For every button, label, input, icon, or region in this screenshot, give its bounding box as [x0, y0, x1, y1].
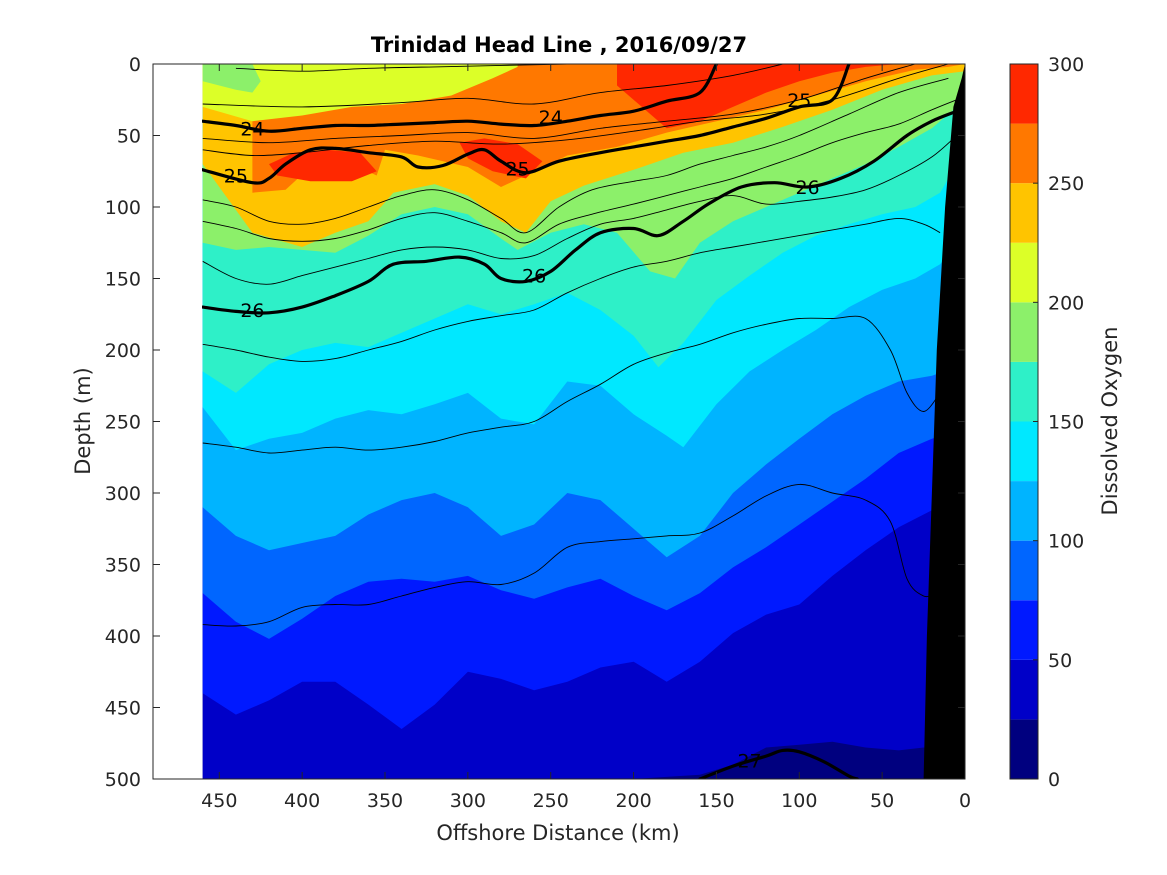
x-axis-label: Offshore Distance (km) [436, 821, 679, 845]
y-axis-ticks: 0 50 100 150 200 250 300 350 400 450 500 [105, 54, 965, 791]
x-tick-label: 200 [615, 790, 651, 812]
y-tick-label: 0 [129, 54, 141, 76]
colorbar-segment [1010, 361, 1038, 422]
colorbar-ticks: 0 50 100 150 200 250 300 [1033, 54, 1084, 791]
colorbar-segment [1010, 242, 1038, 303]
x-axis-ticks: 450 400 350 300 250 200 150 100 50 0 [201, 64, 971, 812]
colorbar-segment [1010, 481, 1038, 541]
colorbar-segment [1010, 540, 1038, 601]
y-tick-label: 100 [105, 197, 141, 219]
isoline-8 [202, 315, 941, 454]
isoline-6 [202, 135, 957, 285]
contour-label-26-1: 26 [522, 266, 546, 288]
x-tick-label: 300 [450, 790, 486, 812]
isoline-4 [202, 77, 949, 234]
x-tick-label: 450 [201, 790, 237, 812]
y-tick-label: 400 [105, 626, 141, 648]
isoline-9 [202, 483, 936, 627]
y-axis-label: Depth (m) [71, 367, 95, 474]
colorbar-segment [1010, 123, 1038, 184]
isoline-7 [202, 217, 941, 362]
y-tick-label: 200 [105, 340, 141, 362]
colorbar-tick-label: 50 [1048, 650, 1072, 672]
density-isolines [202, 64, 957, 627]
colorbar-segment [1010, 302, 1038, 362]
contour-label-24-0: 24 [240, 118, 264, 140]
x-tick-label: 150 [698, 790, 734, 812]
contour-label-25-0: 25 [224, 166, 248, 188]
oxygen-band-175-surface [202, 64, 261, 93]
y-tick-label: 350 [105, 555, 141, 577]
seafloor-shelf [923, 64, 965, 779]
colorbar-tick-label: 100 [1048, 531, 1084, 553]
y-tick-label: 250 [105, 412, 141, 434]
y-tick-label: 450 [105, 698, 141, 720]
oxygen-filled-contours [202, 64, 965, 779]
colorbar-label: Dissolved Oxygen [1098, 327, 1122, 516]
contour-label-26-2: 26 [795, 177, 819, 199]
oxygen-band-275 [617, 64, 899, 129]
colorbar-segment [1010, 600, 1038, 660]
colorbar-tick-label: 200 [1048, 292, 1084, 314]
colorbar [1009, 63, 1039, 780]
seafloor [923, 64, 965, 779]
contour-label-27-0: 27 [737, 750, 761, 772]
x-tick-label: 400 [284, 790, 320, 812]
colorbar-tick-label: 0 [1048, 769, 1060, 791]
contour-label-26-0: 26 [240, 300, 264, 322]
colorbar-segment [1010, 421, 1038, 482]
x-tick-label: 250 [533, 790, 569, 812]
density-contour-25 [202, 64, 851, 185]
isoline-2 [202, 64, 916, 144]
isoline-0 [235, 64, 568, 72]
y-tick-label: 150 [105, 269, 141, 291]
colorbar-segment [1010, 719, 1038, 779]
y-tick-label: 500 [105, 769, 141, 791]
x-tick-label: 350 [367, 790, 403, 812]
chart-title: Trinidad Head Line , 2016/09/27 [371, 33, 747, 57]
y-tick-label: 50 [117, 126, 141, 148]
y-tick-label: 300 [105, 483, 141, 505]
contour-label-25-1: 25 [505, 158, 529, 180]
contour-label-24-1: 24 [539, 107, 563, 129]
x-tick-label: 100 [781, 790, 817, 812]
contour-label-25-2: 25 [787, 90, 811, 112]
isoline-5 [202, 99, 957, 244]
isoline-1 [202, 64, 783, 108]
colorbar-tick-label: 300 [1048, 54, 1084, 76]
density-contour-27 [698, 748, 859, 779]
colorbar-segment [1010, 659, 1038, 720]
colorbar-tick-label: 150 [1048, 412, 1084, 434]
labeled-density-contours: 24 24 25 25 25 26 26 26 27 [202, 64, 959, 779]
x-tick-label: 50 [870, 790, 894, 812]
density-contour-24 [202, 64, 718, 133]
density-contour-26 [202, 109, 959, 315]
x-tick-label: 0 [959, 790, 971, 812]
colorbar-tick-label: 250 [1048, 173, 1084, 195]
colorbar-segment [1010, 64, 1038, 124]
colorbar-segment [1010, 183, 1038, 243]
